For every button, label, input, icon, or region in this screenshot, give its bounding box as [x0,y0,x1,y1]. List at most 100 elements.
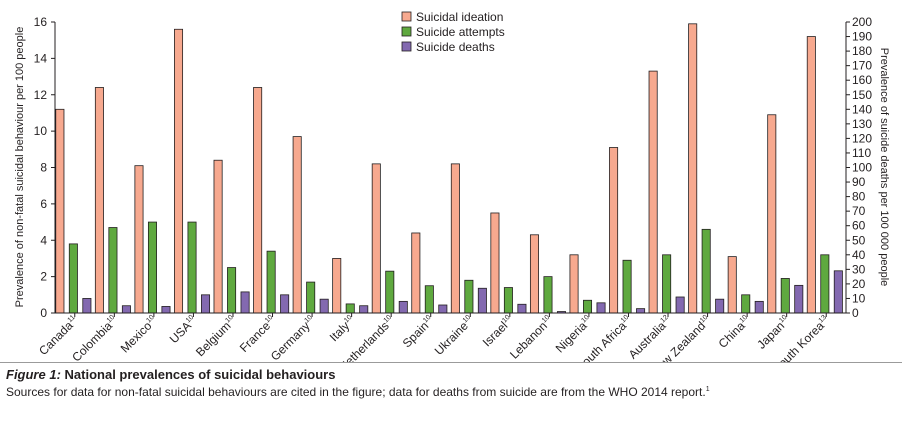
left-tick-label: 16 [34,15,48,29]
right-tick-label: 20 [852,277,866,291]
left-tick-label: 6 [40,197,47,211]
category-ref: 12 [659,314,670,325]
bar-suicidal-ideation [727,256,737,314]
bar-suicidal-ideation [806,36,816,314]
bar-suicidal-ideation [213,159,223,314]
legend-label: Suicidal ideation [416,10,503,24]
bar-suicide-attempts [464,279,474,314]
bar-suicide-attempts [266,250,276,314]
category-name: Germany [268,319,313,362]
x-tick-label: Mexico10 [118,313,160,355]
left-y-axis: 0 2 4 6 8 10 12 14 16 [34,15,56,320]
bar-suicide-deaths [201,294,211,314]
caption-rule [0,362,902,363]
bar-suicide-attempts [147,221,157,314]
category-name: Belgium [193,319,234,360]
bar-suicide-deaths [477,287,487,314]
category-ref: 11 [67,314,77,324]
bar-suicide-deaths [161,306,171,314]
caption-title-line: Figure 1: National prevalences of suicid… [6,367,896,382]
legend-swatch-suicide-attempts [401,26,412,37]
left-tick-label: 0 [40,306,47,320]
bar-suicide-attempts [187,221,197,314]
bar-suicidal-ideation [569,254,579,314]
bar-suicide-attempts [780,278,790,314]
bar-suicide-attempts [701,228,711,314]
x-tick-label: Israel10 [480,313,516,349]
bar-suicide-attempts [622,259,632,314]
right-tick-label: 120 [852,131,872,145]
bar-suicidal-ideation [332,258,342,314]
bar-suicide-deaths [240,291,250,314]
bar-suicide-attempts [108,227,118,314]
bar-suicidal-ideation [174,28,184,314]
category-name: Colombia [69,319,115,362]
x-tick-label: Germany10 [268,313,318,362]
caption-note-line: Sources for data for non-fatal suicidal … [6,385,896,399]
left-tick-label: 2 [40,270,47,284]
right-tick-label: 170 [852,59,872,73]
x-tick-label: Belgium10 [193,313,239,359]
bar-suicide-deaths [359,305,369,314]
right-tick-label: 40 [852,248,866,262]
bar-suicide-deaths [754,300,764,314]
bar-suicide-deaths [833,270,843,314]
category-ref: 10 [778,314,789,325]
bar-suicide-deaths [319,298,329,314]
legend-label: Suicide deaths [416,40,495,54]
bar-suicidal-ideation [609,147,619,314]
bar-suicide-attempts [306,281,316,314]
legend-label: Suicide attempts [416,25,505,39]
right-tick-label: 140 [852,102,872,116]
right-tick-label: 50 [852,233,866,247]
bar-suicide-deaths [675,296,685,314]
figure-title: National prevalences of suicidal behavio… [64,367,336,382]
right-tick-label: 160 [852,73,872,87]
category-ref: 10 [383,314,394,325]
bar-suicide-attempts [741,294,751,314]
bar-suicidal-ideation [55,108,65,314]
caption-note: Sources for data for non-fatal suicidal … [6,385,706,399]
bar-suicidal-ideation [253,87,263,314]
bar-suicidal-ideation [134,165,144,314]
x-tick-label: Japan10 [754,313,793,352]
category-name: Canada [36,318,76,358]
bar-suicidal-ideation [292,136,302,314]
category-ref: 10 [343,314,354,325]
left-tick-label: 8 [40,161,47,175]
bar-suicide-attempts [424,285,434,314]
bar-suicide-attempts [385,270,395,314]
y-right-axis-label: Prevalence of suicide deaths per 100 000… [878,48,890,287]
bar-suicide-deaths [636,308,646,314]
bar-suicide-attempts [345,303,355,314]
bar-suicidal-ideation [767,114,777,314]
right-y-axis: 0102030405060708090100110120130140150160… [845,15,872,320]
right-tick-label: 10 [852,291,866,305]
right-tick-label: 80 [852,190,866,204]
left-tick-label: 12 [34,88,48,102]
bar-suicide-deaths [517,303,527,314]
bar-suicidal-ideation [371,163,381,314]
category-ref: 10 [501,314,512,325]
bar-suicide-deaths [438,304,448,314]
left-tick-label: 10 [34,124,48,138]
bar-suicidal-ideation [94,87,104,314]
legend-swatch-suicide-deaths [401,41,412,52]
category-ref: 10 [699,314,710,325]
bars [55,23,843,314]
bar-suicide-deaths [715,298,725,314]
category-ref: 10 [422,314,433,325]
bar-suicide-deaths [596,302,606,314]
bar-suicide-deaths [280,294,290,314]
right-tick-label: 110 [852,146,871,160]
bar-suicide-attempts [662,254,672,314]
category-ref: 10 [264,314,275,325]
bar-suicide-attempts [503,287,513,314]
right-tick-label: 180 [852,44,872,58]
bar-suicidal-ideation [490,212,500,314]
caption-note-ref: 1 [705,386,710,393]
x-tick-label: Lebanon10 [507,313,556,362]
